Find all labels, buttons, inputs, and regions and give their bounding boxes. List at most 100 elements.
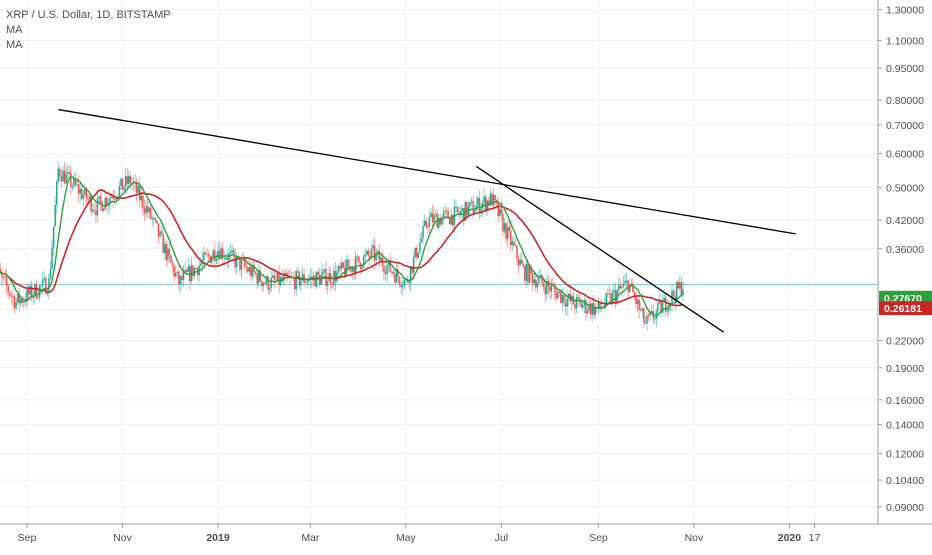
- candle-body: [474, 210, 476, 213]
- candle-body: [137, 185, 139, 193]
- candle-body: [621, 286, 623, 289]
- legend: XRP / U.S. Dollar, 1D, BITSTAMP MA MA: [6, 8, 171, 53]
- candle-body: [9, 292, 11, 296]
- candle-body: [672, 290, 675, 297]
- candle-body: [594, 306, 597, 315]
- x-tick-label: Nov: [685, 532, 704, 544]
- candle-body: [500, 208, 503, 214]
- candle-body: [383, 266, 385, 273]
- candle-body: [419, 242, 421, 253]
- candle-body: [556, 292, 559, 299]
- candle-body: [431, 213, 434, 223]
- candle-body: [176, 271, 179, 273]
- candle-body: [423, 220, 426, 226]
- candle-body: [367, 250, 370, 256]
- candle-body: [209, 256, 211, 263]
- candle-body: [142, 195, 144, 209]
- candle-body: [516, 245, 518, 259]
- trendline[interactable]: [58, 108, 796, 235]
- y-tick-label: 0.42000: [886, 215, 924, 227]
- candle-body: [98, 196, 100, 199]
- candle-body: [445, 210, 448, 212]
- candle-body: [121, 178, 124, 190]
- candle-body: [251, 264, 254, 277]
- candle-body: [427, 226, 429, 228]
- candle-body: [566, 298, 568, 307]
- candle-body: [95, 210, 97, 216]
- y-tick-label: 0.19000: [886, 363, 924, 375]
- candle-body: [555, 290, 557, 299]
- y-tick-label: 0.16000: [886, 395, 924, 407]
- legend-ma-slow[interactable]: MA: [6, 39, 23, 51]
- candle-body: [420, 237, 423, 243]
- candle-body: [530, 266, 532, 274]
- candle-body: [353, 266, 355, 274]
- candle-body: [311, 276, 313, 280]
- candle-body: [611, 292, 614, 303]
- candle-body: [259, 270, 262, 282]
- x-tick-label: Nov: [113, 532, 132, 544]
- candle-body: [494, 195, 496, 201]
- price-label-bg: [879, 301, 932, 316]
- candle-body: [682, 289, 684, 296]
- candle-body: [221, 248, 224, 259]
- candle-body: [613, 290, 615, 293]
- trendline[interactable]: [475, 165, 725, 333]
- legend-title[interactable]: XRP / U.S. Dollar, 1D, BITSTAMP: [6, 9, 171, 21]
- candle-body: [168, 248, 171, 256]
- candle-body: [30, 285, 33, 298]
- candle-body: [178, 271, 180, 285]
- candle-body: [15, 302, 17, 309]
- candle-body: [77, 184, 80, 194]
- y-tick-label: 0.22000: [886, 335, 924, 347]
- candle-body: [34, 284, 36, 296]
- candle-body: [675, 282, 678, 302]
- candle-body: [226, 257, 229, 260]
- candle-body: [331, 284, 334, 286]
- candle-body: [264, 282, 266, 284]
- candle-body: [96, 198, 99, 216]
- candle-body: [342, 262, 344, 268]
- candle-body: [236, 256, 238, 268]
- candle-body: [279, 277, 282, 286]
- candle-body: [220, 248, 222, 260]
- candle-body: [658, 301, 661, 303]
- candle-body: [546, 281, 548, 295]
- candle-body: [120, 178, 122, 187]
- candle-body: [520, 259, 523, 264]
- candle-body: [257, 270, 260, 284]
- candle-body: [145, 206, 147, 214]
- candle-body: [273, 275, 276, 280]
- candle-body: [128, 175, 130, 184]
- candle-body: [514, 245, 517, 247]
- candle-body: [146, 206, 149, 213]
- candle-body: [148, 207, 150, 213]
- candle-body: [261, 281, 263, 286]
- candle-body: [592, 303, 595, 315]
- candle-body: [552, 285, 554, 287]
- plot-area[interactable]: [0, 108, 878, 333]
- candle-body: [37, 297, 39, 299]
- candle-body: [27, 289, 30, 295]
- candle-body: [356, 256, 359, 258]
- candle-body: [165, 243, 168, 261]
- candle-body: [300, 280, 302, 286]
- candle-body: [118, 186, 121, 197]
- candle-body: [677, 282, 680, 289]
- candle-body: [630, 283, 633, 285]
- candle-body: [362, 256, 365, 268]
- candle-body: [135, 181, 138, 193]
- candle-body: [350, 266, 352, 272]
- candle-body: [203, 252, 205, 261]
- candle-body: [171, 262, 174, 266]
- candle-body: [632, 283, 634, 293]
- y-tick-label: 0.60000: [886, 149, 924, 161]
- candle-body: [245, 266, 247, 268]
- candle-body: [536, 282, 539, 288]
- legend-ma-fast[interactable]: MA: [6, 24, 23, 36]
- candle-body: [149, 207, 152, 219]
- candle-body: [441, 217, 443, 225]
- candle-body: [76, 184, 78, 186]
